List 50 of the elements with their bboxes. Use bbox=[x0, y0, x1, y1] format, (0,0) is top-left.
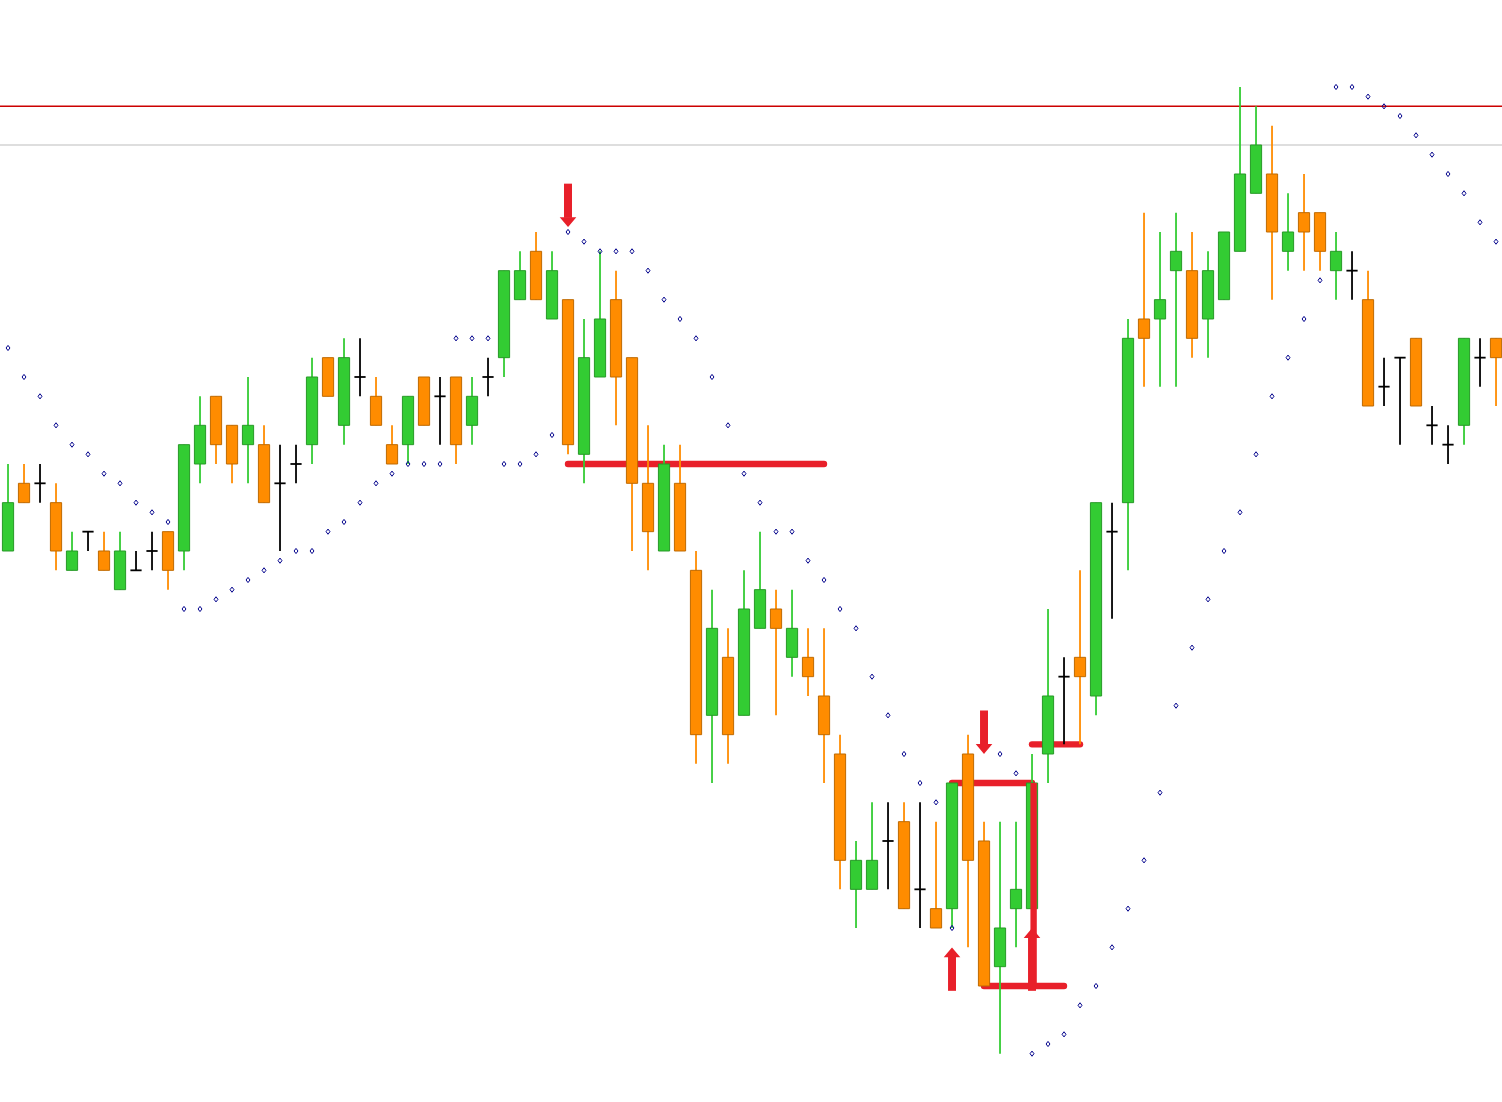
candlestick bbox=[1313, 211, 1327, 272]
candlestick bbox=[849, 840, 863, 929]
candlestick bbox=[1425, 405, 1439, 446]
candlestick bbox=[433, 376, 447, 446]
candlestick bbox=[1057, 656, 1071, 746]
candlestick bbox=[801, 627, 815, 697]
candlestick bbox=[1393, 356, 1407, 446]
candlestick bbox=[465, 376, 479, 446]
candlestick bbox=[1137, 211, 1151, 388]
candlestick bbox=[1169, 211, 1183, 388]
candlestick bbox=[1073, 569, 1087, 746]
candlestick bbox=[1441, 424, 1455, 465]
candlestick bbox=[17, 463, 31, 504]
candlestick bbox=[193, 395, 207, 485]
candlestick bbox=[161, 530, 175, 591]
candlestick bbox=[1473, 337, 1487, 388]
candlestick bbox=[1345, 250, 1359, 301]
candlestick bbox=[753, 530, 767, 630]
candlestick bbox=[353, 337, 367, 398]
candlestick bbox=[225, 424, 239, 485]
candlestick bbox=[865, 801, 879, 891]
candlestick bbox=[65, 530, 79, 572]
candlestick bbox=[385, 424, 399, 465]
candlestick bbox=[769, 588, 783, 717]
candlestick bbox=[513, 250, 527, 301]
candlestick bbox=[145, 530, 159, 572]
candlestick bbox=[113, 530, 127, 591]
candlestick bbox=[913, 801, 927, 929]
candlestick bbox=[129, 550, 143, 572]
candlestick bbox=[993, 820, 1007, 1055]
candlestick bbox=[273, 443, 287, 552]
candlestick bbox=[817, 627, 831, 784]
candlestick bbox=[1009, 820, 1023, 949]
candlestick bbox=[241, 376, 255, 485]
candlestick bbox=[1377, 356, 1391, 407]
candlestick bbox=[1281, 192, 1295, 272]
candlestick bbox=[289, 443, 303, 485]
candlestick bbox=[1297, 173, 1311, 272]
candlestick bbox=[1105, 501, 1119, 620]
candlestick bbox=[97, 530, 111, 572]
candlestick bbox=[369, 376, 383, 427]
candlestick bbox=[1153, 231, 1167, 388]
candlestick bbox=[481, 356, 495, 398]
candlestick bbox=[321, 356, 335, 398]
candlestick bbox=[881, 801, 895, 891]
candlestick bbox=[929, 820, 943, 929]
candlestick bbox=[81, 530, 95, 552]
candlestick bbox=[785, 588, 799, 678]
candlestick bbox=[33, 463, 47, 504]
candlestick bbox=[1329, 231, 1343, 301]
